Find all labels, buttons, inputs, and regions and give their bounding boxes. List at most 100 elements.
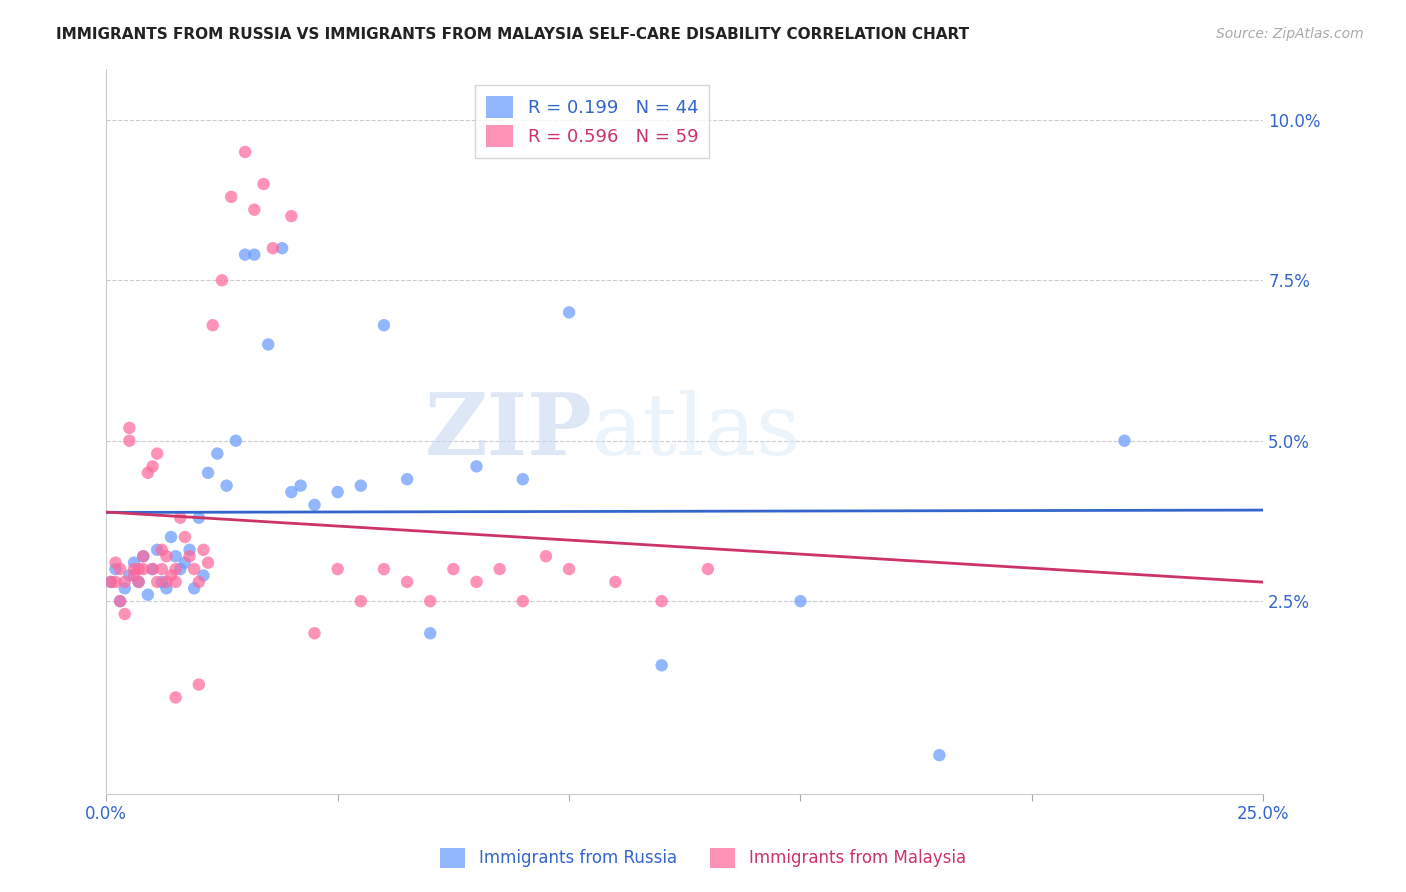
Point <box>290 478 312 492</box>
Point <box>193 568 215 582</box>
Point <box>118 568 141 582</box>
Point <box>160 568 183 582</box>
Point <box>187 510 209 524</box>
Point <box>280 209 302 223</box>
Point <box>174 530 197 544</box>
Point <box>465 574 488 589</box>
Point <box>155 549 177 564</box>
Point <box>271 241 294 255</box>
Point <box>165 562 187 576</box>
Point <box>233 145 256 159</box>
Point <box>100 574 122 589</box>
Point <box>108 594 131 608</box>
Point <box>928 748 950 763</box>
Point <box>155 574 177 589</box>
Point <box>150 574 173 589</box>
Point <box>114 574 136 589</box>
Point <box>215 478 238 492</box>
Text: ZIP: ZIP <box>425 389 592 473</box>
Point <box>789 594 811 608</box>
Point <box>160 530 183 544</box>
Point <box>132 549 155 564</box>
Point <box>104 562 127 576</box>
Legend: R = 0.199   N = 44, R = 0.596   N = 59: R = 0.199 N = 44, R = 0.596 N = 59 <box>475 85 709 158</box>
Point <box>183 562 205 576</box>
Point <box>146 542 169 557</box>
Point <box>193 542 215 557</box>
Point <box>179 549 201 564</box>
Point <box>108 594 131 608</box>
Point <box>326 562 349 576</box>
Point <box>108 562 131 576</box>
Point <box>132 549 155 564</box>
Point <box>146 446 169 460</box>
Point <box>558 562 581 576</box>
Point <box>396 472 419 486</box>
Point <box>257 337 280 351</box>
Point <box>165 549 187 564</box>
Point <box>146 574 169 589</box>
Point <box>558 305 581 319</box>
Point <box>136 588 159 602</box>
Point <box>419 594 441 608</box>
Point <box>197 556 219 570</box>
Point <box>373 318 395 333</box>
Point <box>104 556 127 570</box>
Point <box>179 542 201 557</box>
Point <box>396 574 419 589</box>
Point <box>211 273 233 287</box>
Text: Source: ZipAtlas.com: Source: ZipAtlas.com <box>1216 27 1364 41</box>
Point <box>201 318 224 333</box>
Point <box>219 190 242 204</box>
Point <box>122 568 145 582</box>
Point <box>136 466 159 480</box>
Point <box>187 574 209 589</box>
Legend: Immigrants from Russia, Immigrants from Malaysia: Immigrants from Russia, Immigrants from … <box>433 841 973 875</box>
Point <box>534 549 557 564</box>
Point <box>141 562 163 576</box>
Text: IMMIGRANTS FROM RUSSIA VS IMMIGRANTS FROM MALAYSIA SELF-CARE DISABILITY CORRELAT: IMMIGRANTS FROM RUSSIA VS IMMIGRANTS FRO… <box>56 27 969 42</box>
Point <box>118 434 141 448</box>
Point <box>150 562 173 576</box>
Point <box>122 556 145 570</box>
Point <box>651 658 673 673</box>
Point <box>100 574 122 589</box>
Point <box>304 498 326 512</box>
Point <box>150 542 173 557</box>
Point <box>441 562 464 576</box>
Point <box>118 421 141 435</box>
Point <box>187 677 209 691</box>
Point <box>262 241 284 255</box>
Point <box>169 510 191 524</box>
Point <box>233 247 256 261</box>
Point <box>350 594 373 608</box>
Point <box>141 562 163 576</box>
Point <box>651 594 673 608</box>
Point <box>165 574 187 589</box>
Point <box>488 562 510 576</box>
Point <box>350 478 373 492</box>
Point <box>128 562 150 576</box>
Point <box>465 459 488 474</box>
Point <box>141 459 163 474</box>
Point <box>128 574 150 589</box>
Point <box>114 582 136 596</box>
Point <box>280 485 302 500</box>
Point <box>155 582 177 596</box>
Point <box>605 574 627 589</box>
Point <box>243 202 266 217</box>
Point <box>165 690 187 705</box>
Text: atlas: atlas <box>592 390 801 473</box>
Point <box>207 446 229 460</box>
Point <box>373 562 395 576</box>
Point <box>326 485 349 500</box>
Point <box>132 562 155 576</box>
Point <box>512 472 534 486</box>
Point <box>243 247 266 261</box>
Point <box>419 626 441 640</box>
Point <box>252 177 274 191</box>
Point <box>1114 434 1136 448</box>
Point <box>183 582 205 596</box>
Point <box>114 607 136 621</box>
Point <box>104 574 127 589</box>
